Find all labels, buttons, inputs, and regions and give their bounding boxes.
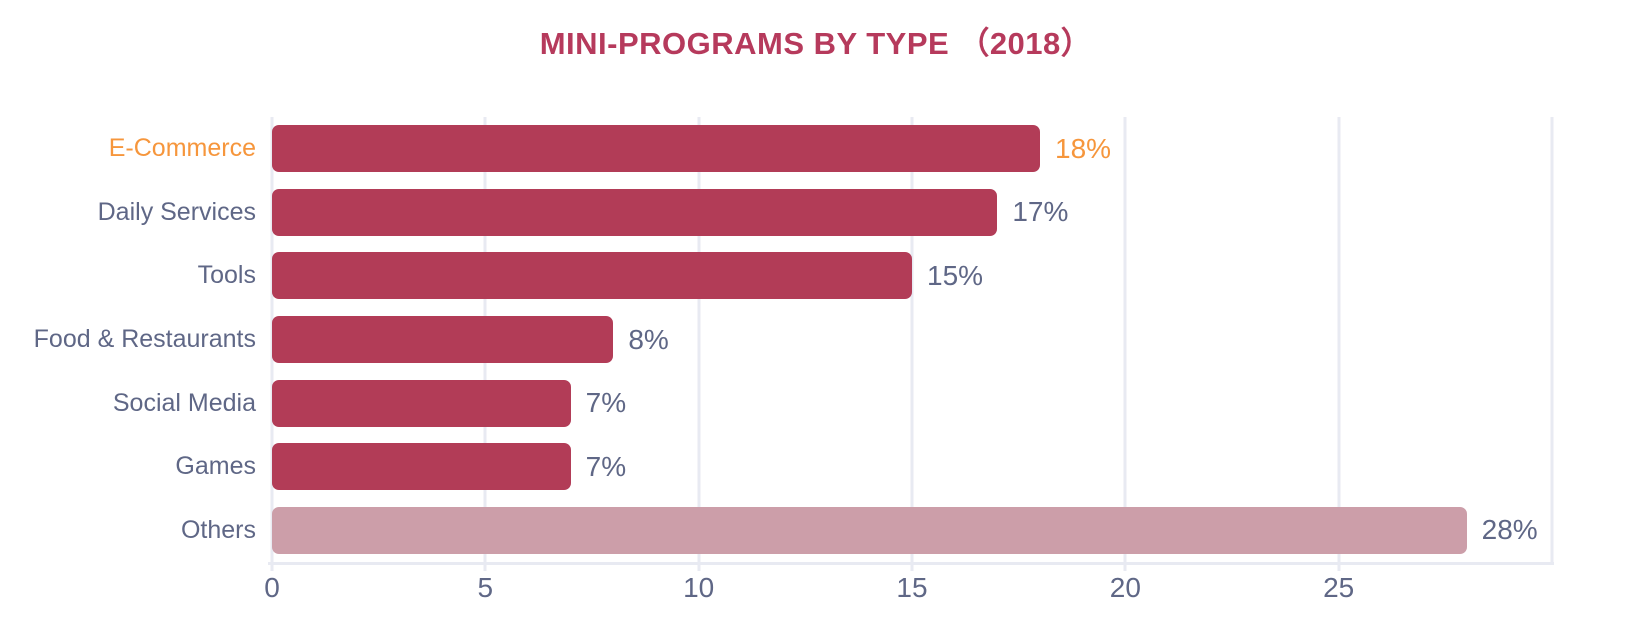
bar-row: Food & Restaurants 8% (34, 308, 1552, 372)
gridline-x-10 (697, 117, 701, 562)
bar (272, 316, 614, 364)
bar-row: Tools 15% (198, 244, 1552, 308)
category-label: Tools (197, 261, 256, 290)
bar (272, 252, 912, 300)
x-tick-label: 0 (264, 572, 280, 603)
value-label: 15% (927, 259, 984, 291)
bar-row: Others 28% (181, 498, 1552, 562)
value-label: 7% (585, 387, 627, 419)
gridline-x-30 (1550, 117, 1554, 562)
category-label: E-Commerce (108, 134, 256, 163)
bar-row: E-Commerce 18% (109, 117, 1552, 181)
plot-area: E-Commerce 18% Daily Services 17% Tools 15% Fo… (34, 117, 1554, 565)
x-tick-mark (910, 562, 914, 571)
x-tick-mark (1337, 562, 1341, 571)
value-label: 8% (628, 323, 669, 355)
bar (272, 443, 571, 491)
value-label: 18% (1055, 132, 1112, 164)
category-label: Daily Services (97, 197, 256, 226)
gridline-x-20 (1123, 117, 1127, 562)
x-axis: 0 5 10 15 20 25 (264, 562, 1552, 612)
value-label: 28% (1481, 514, 1538, 546)
bar (272, 506, 1467, 554)
x-tick-label: 25 (1323, 572, 1355, 603)
value-label: 7% (585, 450, 627, 482)
bar (272, 125, 1040, 173)
x-tick-mark (483, 562, 487, 571)
x-tick-label: 20 (1109, 572, 1141, 603)
value-label: 17% (1012, 196, 1069, 228)
x-axis-line (268, 562, 1554, 565)
bar (272, 188, 998, 236)
x-tick-mark (1123, 562, 1127, 571)
bar (272, 379, 571, 427)
bar-row: Daily Services 17% (98, 181, 1552, 245)
bar-row: Social Media 7% (113, 371, 1552, 435)
category-label: Games (175, 452, 256, 481)
category-label: Social Media (112, 388, 256, 417)
category-label: Food & Restaurants (33, 325, 256, 354)
x-tick-label: 10 (683, 572, 715, 603)
bar-rows: E-Commerce 18% Daily Services 17% Tools 15% Fo… (34, 117, 1552, 562)
chart-title: MINI-PROGRAMS BY TYPE （2018） (539, 26, 1093, 61)
x-tick-label: 15 (896, 572, 928, 603)
x-tick-mark (697, 562, 701, 571)
gridline-x-25 (1337, 117, 1341, 562)
x-tick-label: 5 (477, 572, 494, 603)
gridline-x-15 (910, 117, 914, 562)
bar-row: Games 7% (175, 435, 1552, 499)
category-label: Others (180, 515, 256, 544)
x-tick-mark (270, 562, 274, 571)
